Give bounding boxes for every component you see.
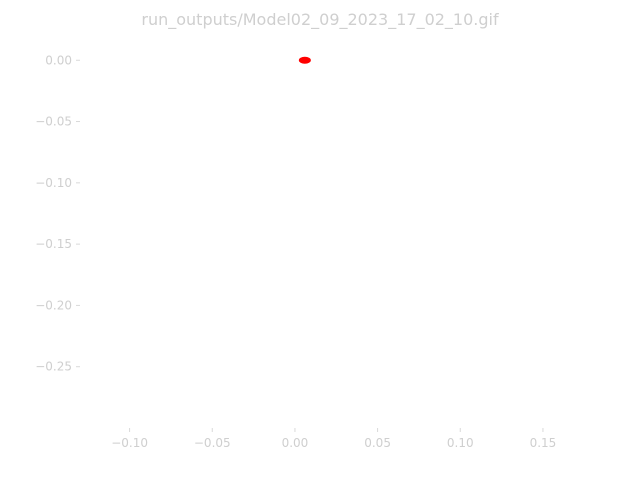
x-axis: −0.10 −0.05 0.00 0.05 0.10 0.15 [111, 428, 556, 450]
chart-title: run_outputs/Model02_09_2023_17_02_10.gif [141, 10, 499, 30]
y-axis: 0.00 −0.05 −0.10 −0.15 −0.20 −0.25 [35, 53, 80, 374]
data-points [298, 56, 311, 64]
y-tick-label: −0.15 [35, 237, 72, 251]
x-tick-label: 0.15 [530, 436, 557, 450]
x-tick-label: 0.00 [282, 436, 309, 450]
y-tick-label: −0.20 [35, 298, 72, 312]
y-tick-label: −0.25 [35, 360, 72, 374]
y-tick-label: −0.05 [35, 115, 72, 129]
x-tick-label: −0.10 [111, 436, 148, 450]
x-tick-label: 0.05 [364, 436, 391, 450]
x-tick-label: 0.10 [447, 436, 474, 450]
y-tick-label: 0.00 [45, 53, 72, 67]
x-tick-label: −0.05 [194, 436, 231, 450]
y-tick-label: −0.10 [35, 176, 72, 190]
data-point [298, 56, 311, 64]
